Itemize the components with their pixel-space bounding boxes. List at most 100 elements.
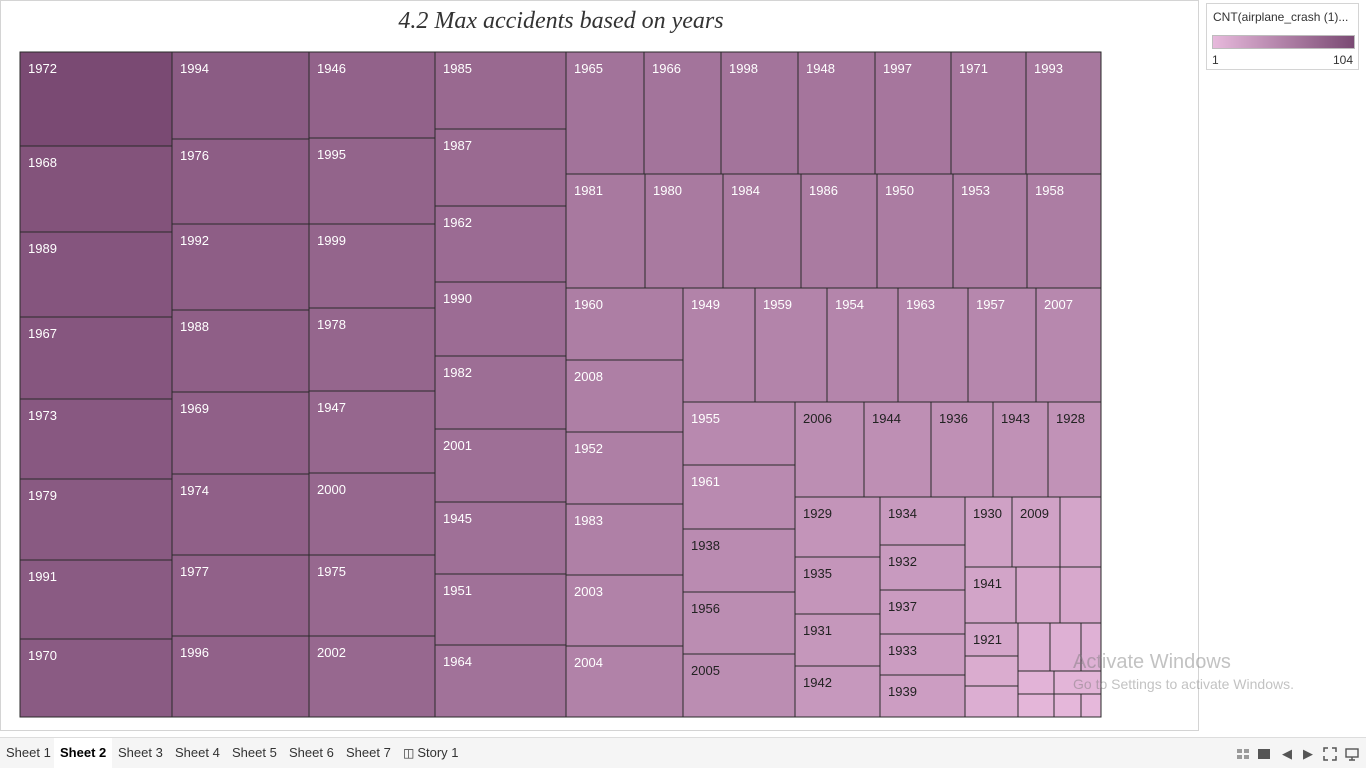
treemap-tile[interactable] [171, 473, 310, 556]
treemap-tile[interactable] [794, 556, 881, 615]
treemap-tile[interactable] [434, 428, 567, 503]
chart-title: 4.2 Max accidents based on years [398, 8, 724, 34]
tab-sheet-4[interactable]: Sheet 4 [169, 738, 226, 768]
tab-sheet-6[interactable]: Sheet 6 [283, 738, 340, 768]
treemap-tile[interactable] [754, 287, 828, 403]
treemap-tile[interactable] [1017, 622, 1051, 672]
previous-sheet-icon[interactable]: ◀ [1282, 746, 1292, 761]
treemap-tile[interactable] [682, 287, 756, 403]
presentation-mode-icon[interactable] [1345, 747, 1359, 761]
treemap-tile[interactable] [643, 51, 722, 175]
treemap-tile[interactable] [308, 390, 436, 474]
treemap-tile[interactable] [308, 635, 436, 718]
treemap-tile[interactable] [19, 478, 173, 561]
treemap-tile[interactable] [682, 653, 796, 718]
treemap-tile[interactable] [434, 51, 567, 130]
treemap-tile[interactable] [722, 173, 802, 289]
treemap-tile[interactable] [930, 401, 994, 498]
treemap-tile-label: 2009 [1020, 506, 1049, 521]
treemap-tile[interactable] [876, 173, 954, 289]
fit-to-window-icon[interactable] [1323, 747, 1337, 761]
treemap-tile-label: 1973 [28, 408, 57, 423]
treemap-tile[interactable] [682, 528, 796, 593]
treemap-tile[interactable] [19, 145, 173, 233]
treemap-tile[interactable] [308, 307, 436, 392]
treemap-tile[interactable] [1025, 51, 1102, 175]
treemap-tile[interactable] [171, 309, 310, 393]
treemap-tile[interactable] [565, 287, 684, 361]
show-filmstrip-icon[interactable] [1257, 747, 1271, 761]
treemap-tile[interactable] [565, 359, 684, 433]
treemap-tile[interactable] [1017, 693, 1055, 718]
treemap-tile[interactable] [964, 655, 1019, 687]
treemap-tile[interactable] [19, 638, 173, 718]
treemap-tile-label: 1968 [28, 155, 57, 170]
treemap-tile-label: 1953 [961, 183, 990, 198]
treemap-tile[interactable] [171, 51, 310, 140]
treemap-tile[interactable] [682, 464, 796, 530]
treemap-tile[interactable] [171, 554, 310, 637]
treemap-tile[interactable] [794, 665, 881, 718]
treemap-tile[interactable] [308, 137, 436, 225]
color-legend[interactable]: CNT(airplane_crash (1)... 1 104 [1206, 3, 1359, 70]
treemap-tile[interactable] [1017, 670, 1055, 695]
treemap-tile[interactable] [19, 559, 173, 640]
tab-label: Sheet 7 [346, 745, 391, 760]
tab-sheet-2[interactable]: Sheet 2 [54, 738, 113, 768]
treemap-tile[interactable] [897, 287, 969, 403]
treemap-tile[interactable] [434, 573, 567, 646]
treemap-tile[interactable] [1080, 693, 1102, 718]
treemap-tile[interactable] [434, 355, 567, 430]
show-sheet-sorter-icon[interactable] [1236, 747, 1250, 761]
treemap-tile[interactable] [565, 431, 684, 505]
treemap-tile[interactable] [1059, 566, 1102, 624]
treemap-tile[interactable] [1026, 173, 1102, 289]
treemap-tile[interactable] [19, 231, 173, 318]
treemap-tile[interactable] [565, 503, 684, 576]
treemap-tile[interactable] [1011, 496, 1061, 568]
treemap-tile[interactable] [171, 635, 310, 718]
treemap-tile[interactable] [879, 544, 966, 591]
treemap-tile[interactable] [308, 554, 436, 637]
treemap-tile[interactable] [19, 51, 173, 147]
treemap-tile[interactable] [308, 472, 436, 556]
treemap-tile[interactable] [874, 51, 952, 175]
treemap-tile[interactable] [964, 566, 1017, 624]
treemap-tile[interactable] [565, 645, 684, 718]
treemap-tile[interactable] [964, 622, 1019, 657]
treemap-tile[interactable] [171, 223, 310, 311]
treemap-tile[interactable] [967, 287, 1037, 403]
tab-sheet-7[interactable]: Sheet 7 [340, 738, 397, 768]
treemap-tile[interactable] [794, 613, 881, 667]
next-sheet-icon[interactable]: ▶ [1303, 746, 1313, 761]
treemap-tile[interactable] [1049, 622, 1082, 672]
treemap-tile[interactable] [434, 281, 567, 357]
treemap-tile[interactable] [171, 391, 310, 475]
tab-sheet-3[interactable]: Sheet 3 [112, 738, 169, 768]
tab-sheet-1[interactable]: Sheet 1 [0, 738, 57, 768]
treemap-tile[interactable] [964, 496, 1013, 568]
treemap-tile[interactable] [308, 223, 436, 309]
treemap-tile[interactable] [992, 401, 1049, 498]
treemap-tile[interactable] [1059, 496, 1102, 568]
treemap-tile[interactable] [879, 674, 966, 718]
treemap-tile[interactable] [434, 644, 567, 718]
treemap-tile[interactable] [1047, 401, 1102, 498]
treemap-tile[interactable] [964, 685, 1019, 718]
treemap-tile[interactable] [800, 173, 878, 289]
treemap-tile-label: 2006 [803, 411, 832, 426]
treemap-tile[interactable] [879, 496, 966, 546]
treemap-tile[interactable] [797, 51, 876, 175]
treemap-tile[interactable] [863, 401, 932, 498]
treemap-tile[interactable] [644, 173, 724, 289]
treemap-tile[interactable] [565, 173, 646, 289]
treemap-tile[interactable] [682, 591, 796, 655]
treemap-tile[interactable] [1015, 566, 1061, 624]
treemap-tile[interactable] [565, 51, 645, 175]
treemap-tile[interactable] [952, 173, 1028, 289]
treemap-tile[interactable] [308, 51, 436, 139]
treemap-tile[interactable] [1035, 287, 1102, 403]
treemap-tile[interactable] [1053, 693, 1082, 718]
tab-sheet-5[interactable]: Sheet 5 [226, 738, 283, 768]
tab-story-1[interactable]: ◫ Story 1 [397, 738, 465, 768]
